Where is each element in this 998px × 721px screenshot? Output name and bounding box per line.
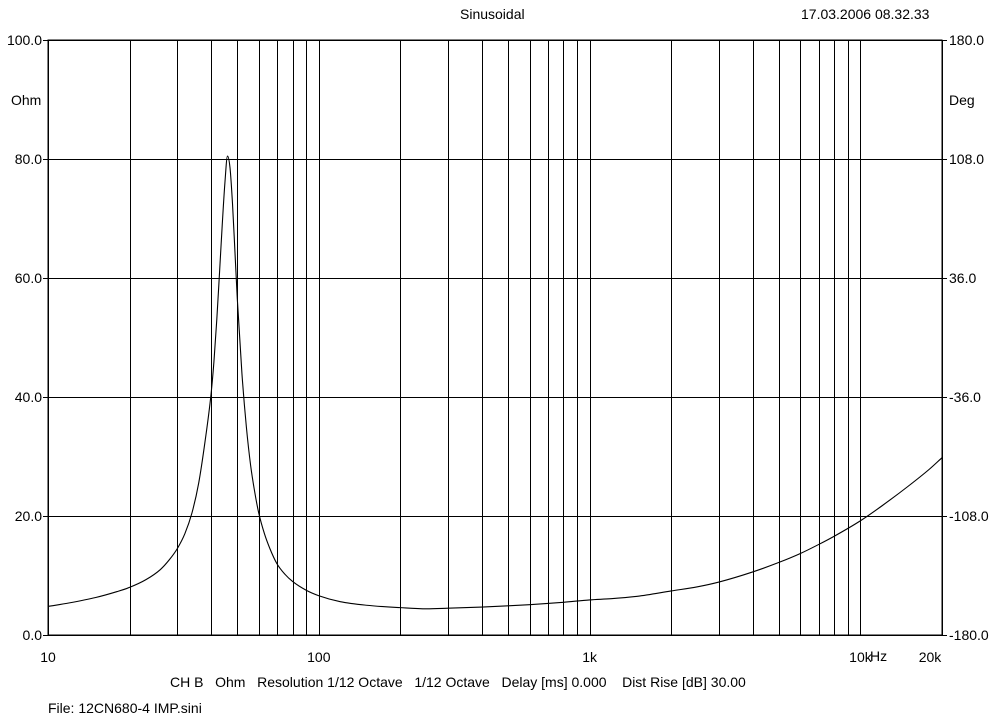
x-tick-label: 10k bbox=[849, 649, 873, 665]
left-axis-unit: Ohm bbox=[11, 92, 42, 108]
x-tick-label: 20k bbox=[919, 649, 943, 665]
left-tick-label: 100.0 bbox=[7, 32, 42, 48]
series-layer bbox=[47, 155, 943, 610]
right-tick-label: 36.0 bbox=[949, 270, 976, 286]
chart-title: Sinusoidal bbox=[460, 6, 525, 22]
right-tick-label: 108.0 bbox=[949, 151, 984, 167]
right-axis-ticks: -180.0 -108.0 -36.0 36.0 108.0 180.0 bbox=[942, 32, 989, 643]
left-tick-label: 0.0 bbox=[23, 627, 43, 643]
x-tick-label: 100 bbox=[307, 649, 331, 665]
measurement-settings: CH B Ohm Resolution 1/12 Octave 1/12 Oct… bbox=[170, 674, 746, 690]
right-tick-label: -180.0 bbox=[949, 627, 989, 643]
left-axis-ticks: 0.0 20.0 40.0 60.0 80.0 100.0 bbox=[7, 32, 48, 643]
timestamp: 17.03.2006 08.32.33 bbox=[801, 6, 930, 22]
right-tick-label: 180.0 bbox=[949, 32, 984, 48]
x-axis-ticks: 10 100 1k 10k 20k bbox=[40, 649, 942, 665]
left-tick-label: 40.0 bbox=[15, 389, 42, 405]
y-gridlines bbox=[48, 40, 942, 636]
left-tick-label: 60.0 bbox=[15, 270, 42, 286]
plot-frame bbox=[47, 39, 943, 636]
file-name: File: 12CN680-4 IMP.sini bbox=[48, 700, 202, 716]
right-tick-label: -108.0 bbox=[949, 508, 989, 524]
impedance-curve bbox=[47, 155, 943, 610]
x-tick-label: 10 bbox=[40, 649, 56, 665]
left-tick-label: 80.0 bbox=[15, 151, 42, 167]
x-gridlines bbox=[48, 40, 943, 635]
right-tick-label: -36.0 bbox=[949, 389, 981, 405]
x-tick-label: 1k bbox=[582, 649, 598, 665]
left-tick-label: 20.0 bbox=[15, 508, 42, 524]
right-axis-unit: Deg bbox=[949, 92, 975, 108]
x-axis-unit: Hz bbox=[870, 648, 888, 664]
